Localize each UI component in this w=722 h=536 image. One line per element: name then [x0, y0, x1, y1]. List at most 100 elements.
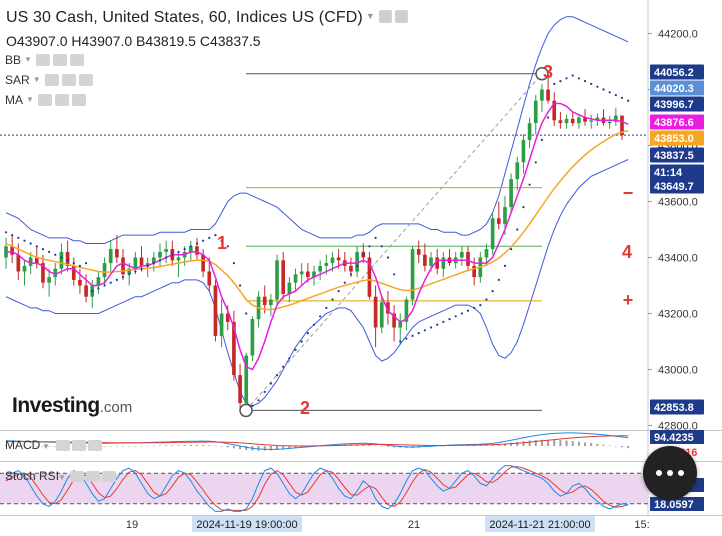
close-icon[interactable] — [69, 54, 84, 66]
sar-dot — [115, 278, 118, 281]
price-label-text: 42853.8 — [654, 402, 694, 414]
sar-dot — [503, 264, 507, 267]
settings-icon[interactable] — [378, 10, 392, 23]
settings-icon[interactable] — [54, 94, 69, 106]
candle-body — [373, 296, 378, 328]
sar-dot — [627, 99, 630, 102]
x-tick-label: 15: — [634, 519, 649, 531]
chevron-down-icon[interactable]: ▼ — [24, 55, 32, 64]
sar-dot — [177, 250, 180, 253]
eye-icon[interactable] — [37, 94, 52, 106]
candle-body — [416, 249, 421, 255]
sar-dot — [165, 256, 168, 259]
eye-icon[interactable] — [35, 54, 50, 66]
macd-histogram-bar — [442, 446, 445, 447]
price-label-text: 43649.7 — [654, 181, 694, 193]
swing-high-handle[interactable] — [535, 67, 549, 81]
macd-histogram-bar — [380, 446, 383, 447]
candle-body — [503, 207, 507, 224]
price-label-badge — [650, 147, 704, 163]
sar-dot — [454, 315, 457, 318]
close-icon[interactable] — [78, 74, 93, 86]
indicator-row-sar[interactable]: SAR ▼ — [5, 73, 96, 87]
close-icon[interactable] — [71, 94, 86, 106]
moving-average-fast-line — [6, 102, 629, 371]
sar-dot — [60, 256, 63, 259]
sar-dot — [620, 96, 624, 99]
macd-histogram-bar — [128, 446, 131, 447]
price-label-badge — [650, 64, 704, 80]
macd-histogram-bar — [528, 440, 531, 446]
candle-body — [133, 257, 138, 269]
candle-body — [306, 271, 310, 278]
candle-body — [84, 285, 88, 297]
symbol-title: US 30 Cash, United States, 60, Indices U… — [6, 9, 363, 26]
sar-dot — [423, 329, 426, 332]
close-icon[interactable] — [394, 10, 408, 23]
sar-dot — [4, 231, 8, 234]
chevron-down-icon[interactable]: ▼ — [365, 11, 375, 21]
chevron-down-icon[interactable]: ▼ — [32, 75, 41, 84]
sar-dot — [583, 80, 587, 83]
sar-dot — [380, 245, 383, 248]
sar-dot — [275, 374, 279, 377]
time-label-badge — [192, 516, 302, 532]
macd-histogram-bar — [257, 446, 260, 451]
candle-body — [336, 257, 341, 261]
candle-body — [484, 249, 489, 258]
macd-histogram-bar — [134, 446, 137, 447]
sar-dot — [91, 290, 94, 293]
sar-dot — [183, 248, 186, 251]
candle-body — [195, 246, 199, 255]
settings-icon[interactable] — [102, 471, 116, 482]
sar-dot — [29, 242, 32, 245]
candle-body — [355, 251, 359, 272]
macd-histogram-bar — [362, 444, 365, 446]
macd-histogram-bar — [547, 439, 550, 446]
settings-icon[interactable] — [88, 440, 102, 451]
price-label-badge — [650, 430, 704, 444]
swing-low-handle[interactable] — [239, 403, 253, 418]
sar-dot — [602, 88, 605, 91]
candle-body — [59, 251, 64, 269]
sar-dot — [491, 290, 494, 293]
sar-dot — [479, 304, 482, 307]
sar-dot — [158, 259, 162, 262]
settings-icon[interactable] — [52, 54, 67, 66]
more-options-button[interactable] — [643, 446, 697, 500]
candle-body — [127, 268, 132, 275]
indicator-row-ma[interactable]: MA ▼ — [5, 93, 89, 107]
macd-histogram-bar — [485, 445, 488, 446]
settings-icon[interactable] — [86, 471, 100, 482]
chevron-down-icon[interactable]: ▼ — [26, 95, 34, 104]
candle-body — [398, 321, 403, 328]
settings-icon[interactable] — [61, 74, 76, 86]
settings-icon[interactable] — [70, 471, 84, 482]
macd-histogram-bar — [177, 445, 180, 446]
sar-dot — [66, 259, 69, 262]
candle-body — [293, 274, 298, 283]
macd-histogram-bar — [522, 441, 525, 446]
sar-dot — [460, 312, 463, 315]
sar-dot — [189, 245, 192, 248]
macd-histogram-bar — [491, 444, 494, 446]
settings-icon[interactable] — [56, 440, 70, 451]
candle-body — [392, 313, 396, 328]
eye-icon[interactable] — [44, 74, 59, 86]
sar-dot — [48, 250, 51, 253]
sar-dot — [356, 264, 359, 267]
sar-dot — [208, 236, 211, 239]
sar-dot — [134, 270, 137, 273]
sar-dot — [553, 82, 556, 85]
ohlc-bid-key: B — [136, 33, 146, 49]
chart-header-title[interactable]: US 30 Cash, United States, 60, Indices U… — [6, 9, 411, 27]
chevron-down-icon: ▼ — [58, 473, 66, 482]
candle-body — [102, 263, 107, 278]
settings-icon[interactable] — [72, 440, 86, 451]
sar-dot — [417, 332, 420, 335]
macd-histogram-bar — [590, 443, 593, 446]
candle-body — [96, 277, 101, 286]
indicator-row-bb[interactable]: BB ▼ — [5, 53, 87, 67]
macd-histogram-bar — [208, 445, 211, 446]
